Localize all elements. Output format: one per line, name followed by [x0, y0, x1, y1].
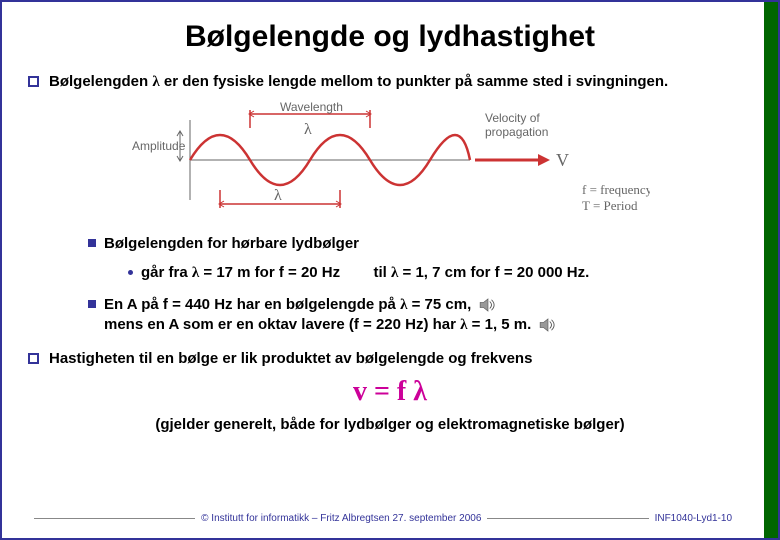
- bullet-4: En A på f = 440 Hz har en bølgelengde på…: [88, 295, 752, 336]
- p3e: = 20 000 Hz.: [500, 264, 590, 281]
- footer-left: © Institutt for informatikk – Fritz Albr…: [201, 513, 481, 524]
- p5b: til en bølge er lik produktet av bølgele…: [135, 350, 533, 367]
- velocity-label-1: Velocity of: [485, 111, 540, 125]
- p3a: går fra: [141, 264, 192, 281]
- speaker-icon: [479, 298, 497, 312]
- p3b: = 17 m for: [199, 264, 279, 281]
- green-side-bar: [764, 2, 778, 538]
- hollow-square-icon: [28, 76, 39, 87]
- formula: v = f λ: [28, 376, 752, 408]
- bullet-3: går fra λ = 17 m for f = 20 Hz til λ = 1…: [128, 263, 752, 283]
- p3c: = 20 Hz: [284, 264, 340, 281]
- p4-text: En A på f = 440 Hz har en bølgelengde på…: [104, 295, 557, 336]
- t-line: T = Period: [582, 198, 638, 213]
- p3-text: går fra λ = 17 m for f = 20 Hz til λ = 1…: [141, 263, 589, 283]
- p5-text: Hastigheten til en bølge er lik produkte…: [49, 349, 532, 369]
- p4d: mens en A som er en oktav lavere (: [104, 316, 354, 333]
- hollow-square-icon: [28, 353, 39, 364]
- p1-t3: lengde mellom to punkter på samme sted i…: [264, 73, 668, 90]
- p3gap: til: [340, 264, 391, 281]
- square-icon: [88, 300, 96, 308]
- bullet-2: Bølgelengden for hørbare lydbølger: [88, 234, 752, 254]
- f-line: f = frequency: [582, 182, 650, 197]
- wavelength-label: Wavelength: [280, 100, 343, 114]
- velocity-label-2: propagation: [485, 125, 548, 139]
- p5a: Hastigheten: [49, 350, 135, 367]
- footer-line-left: [34, 518, 195, 519]
- lambda-icon: λ: [152, 74, 159, 90]
- v-symbol: V: [556, 150, 569, 170]
- page-title: Bølgelengde og lydhastighet: [28, 20, 752, 54]
- p3d: = 1, 7 cm for: [398, 264, 494, 281]
- svg-text:λ: λ: [304, 121, 312, 138]
- p1-text: Bølgelengden λ er den fysiske lengde mel…: [49, 72, 668, 92]
- speaker-icon: [539, 318, 557, 332]
- p4b: = 440 Hz har en bølgelengde på: [168, 296, 400, 313]
- wave-diagram: Amplitude Wavelength λ λ Velocity of pro…: [130, 100, 650, 220]
- bullet-1: Bølgelengden λ er den fysiske lengde mel…: [28, 72, 752, 92]
- svg-text:λ: λ: [274, 187, 282, 204]
- slide-frame: Bølgelengde og lydhastighet Bølgelengden…: [0, 0, 780, 540]
- note: (gjelder generelt, både for lydbølger og…: [28, 416, 752, 433]
- p1-t2: er den: [160, 73, 213, 90]
- footer-right: INF1040-Lyd1-10: [655, 513, 732, 524]
- content-area: Bølgelengde og lydhastighet Bølgelengden…: [2, 2, 778, 443]
- bullet-5: Hastigheten til en bølge er lik produkte…: [28, 349, 752, 369]
- dot-icon: [128, 270, 133, 275]
- square-icon: [88, 239, 96, 247]
- footer-line-mid: [487, 518, 648, 519]
- footer: © Institutt for informatikk – Fritz Albr…: [28, 513, 738, 524]
- p1-bold2: fysiske: [213, 73, 264, 90]
- lambda-icon: λ: [460, 317, 467, 333]
- amplitude-label: Amplitude: [132, 139, 186, 153]
- p2-text: Bølgelengden for hørbare lydbølger: [104, 234, 359, 254]
- p4e: = 220 Hz) har: [359, 316, 460, 333]
- p4f: = 1, 5 m.: [468, 316, 532, 333]
- p1-bold1: Bølgelengden: [49, 73, 148, 90]
- p4a: En A på: [104, 296, 163, 313]
- p4c: = 75 cm,: [407, 296, 471, 313]
